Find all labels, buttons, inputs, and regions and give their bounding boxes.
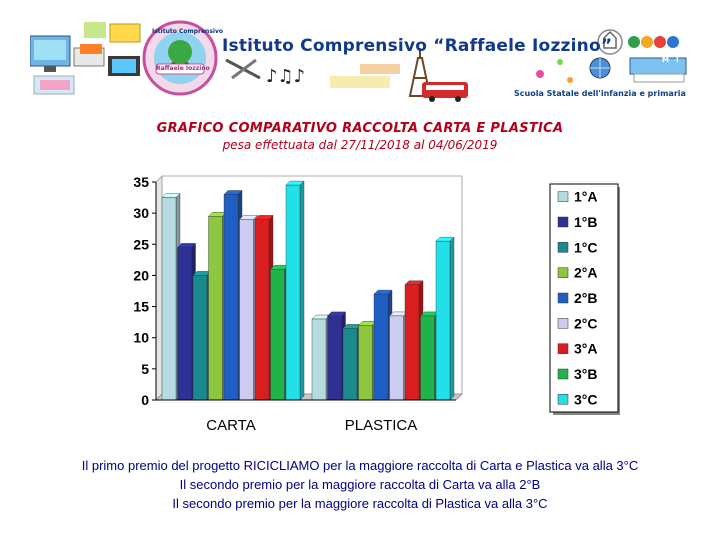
bar: [192, 275, 208, 401]
y-tick-label: 30: [133, 205, 149, 221]
footer-line-2: Il secondo premio per la maggiore raccol…: [179, 477, 541, 492]
bar: [177, 247, 192, 401]
school-logo-icon: [142, 20, 218, 96]
legend-swatch: [557, 292, 569, 304]
bar: [404, 284, 420, 401]
page-subtitle: pesa effettuata dal 27/11/2018 al 04/06/…: [222, 138, 498, 152]
bar: [285, 184, 301, 401]
header-banner: ♪♫♪: [29, 18, 706, 102]
category-label: PLASTICA: [345, 417, 418, 434]
footer-line-1: Il primo premio del progetto RICICLIAMO …: [81, 458, 639, 473]
bar-side: [299, 180, 305, 401]
school-name: Istituto Comprensivo “Raffaele Iozzino”: [222, 36, 613, 56]
bar-side: [449, 236, 455, 401]
banner-graphics: ♪♫♪: [29, 20, 687, 102]
legend-label: 1°B: [574, 214, 598, 230]
y-tick-label: 35: [133, 174, 149, 190]
books-icon: [629, 57, 687, 83]
italian-emblem-icon: [597, 29, 623, 55]
footer-line-3: Il secondo premio per la maggiore raccol…: [172, 496, 548, 511]
y-tick-label: 5: [141, 361, 149, 377]
bar: [435, 240, 451, 401]
y-tick-label: 15: [133, 299, 149, 315]
legend-swatch: [557, 267, 569, 278]
bar: [254, 219, 270, 401]
logo-bottom-text: Raffaele Iozzino: [156, 65, 210, 72]
page-title: GRAFICO COMPARATIVO RACCOLTA CARTA E PLA…: [156, 121, 564, 136]
y-tick-label: 0: [141, 392, 149, 408]
legend-label: 3°A: [574, 341, 598, 357]
bar: [342, 328, 358, 401]
miur-letter-u: U: [688, 56, 694, 64]
music-notes-icon: ♪♫♪: [225, 58, 305, 87]
legend-label: 3°B: [574, 366, 598, 382]
bar: [270, 268, 285, 401]
bar: [223, 194, 239, 401]
category-label: CARTA: [206, 417, 255, 434]
bar: [311, 318, 327, 401]
school-subtitle: Scuola Statale dell'infanzia e primaria: [514, 89, 686, 98]
miur-letter-r: R: [701, 56, 707, 64]
bar: [373, 293, 389, 401]
bar: [420, 315, 435, 401]
miur-letter-m: M: [662, 56, 669, 64]
legend-swatch: [557, 191, 569, 202]
legend-label: 1°A: [574, 189, 598, 205]
bar: [239, 219, 254, 401]
y-tick-label: 25: [133, 236, 149, 252]
y-tick-label: 10: [133, 330, 149, 346]
bar-chart: 0 5 10 15 20 25 30 35 CARTA PLASTICA 1°A 1°B 1°C 2°A 2…: [133, 174, 620, 434]
bus-icon: [422, 82, 468, 102]
bar: [327, 315, 342, 401]
bar: [161, 197, 177, 401]
globe-icon: [536, 57, 611, 83]
legend-label: 3°C: [574, 391, 598, 407]
bar: [358, 325, 373, 401]
bar: [208, 216, 223, 401]
legend-swatch: [557, 368, 569, 380]
legend-label: 2°A: [574, 265, 598, 281]
bar: [389, 315, 404, 401]
legend-swatch: [557, 394, 569, 405]
logo-top-text: Istituto Comprensivo: [152, 28, 223, 35]
computer-icon: [29, 22, 141, 95]
y-tick-label: 20: [133, 267, 149, 283]
miur-logo-icon: [628, 36, 679, 48]
legend-label: 2°B: [574, 290, 598, 306]
miur-letter-i: I: [676, 56, 679, 64]
legend-label: 2°C: [574, 315, 598, 331]
legend-label: 1°C: [574, 239, 598, 255]
legend-swatch: [557, 216, 569, 228]
legend-swatch: [557, 343, 569, 354]
legend-swatch: [557, 242, 569, 253]
chart-side-wall: [155, 175, 163, 401]
legend-swatch: [557, 318, 569, 329]
svg-text:♪♫♪: ♪♫♪: [266, 66, 305, 87]
